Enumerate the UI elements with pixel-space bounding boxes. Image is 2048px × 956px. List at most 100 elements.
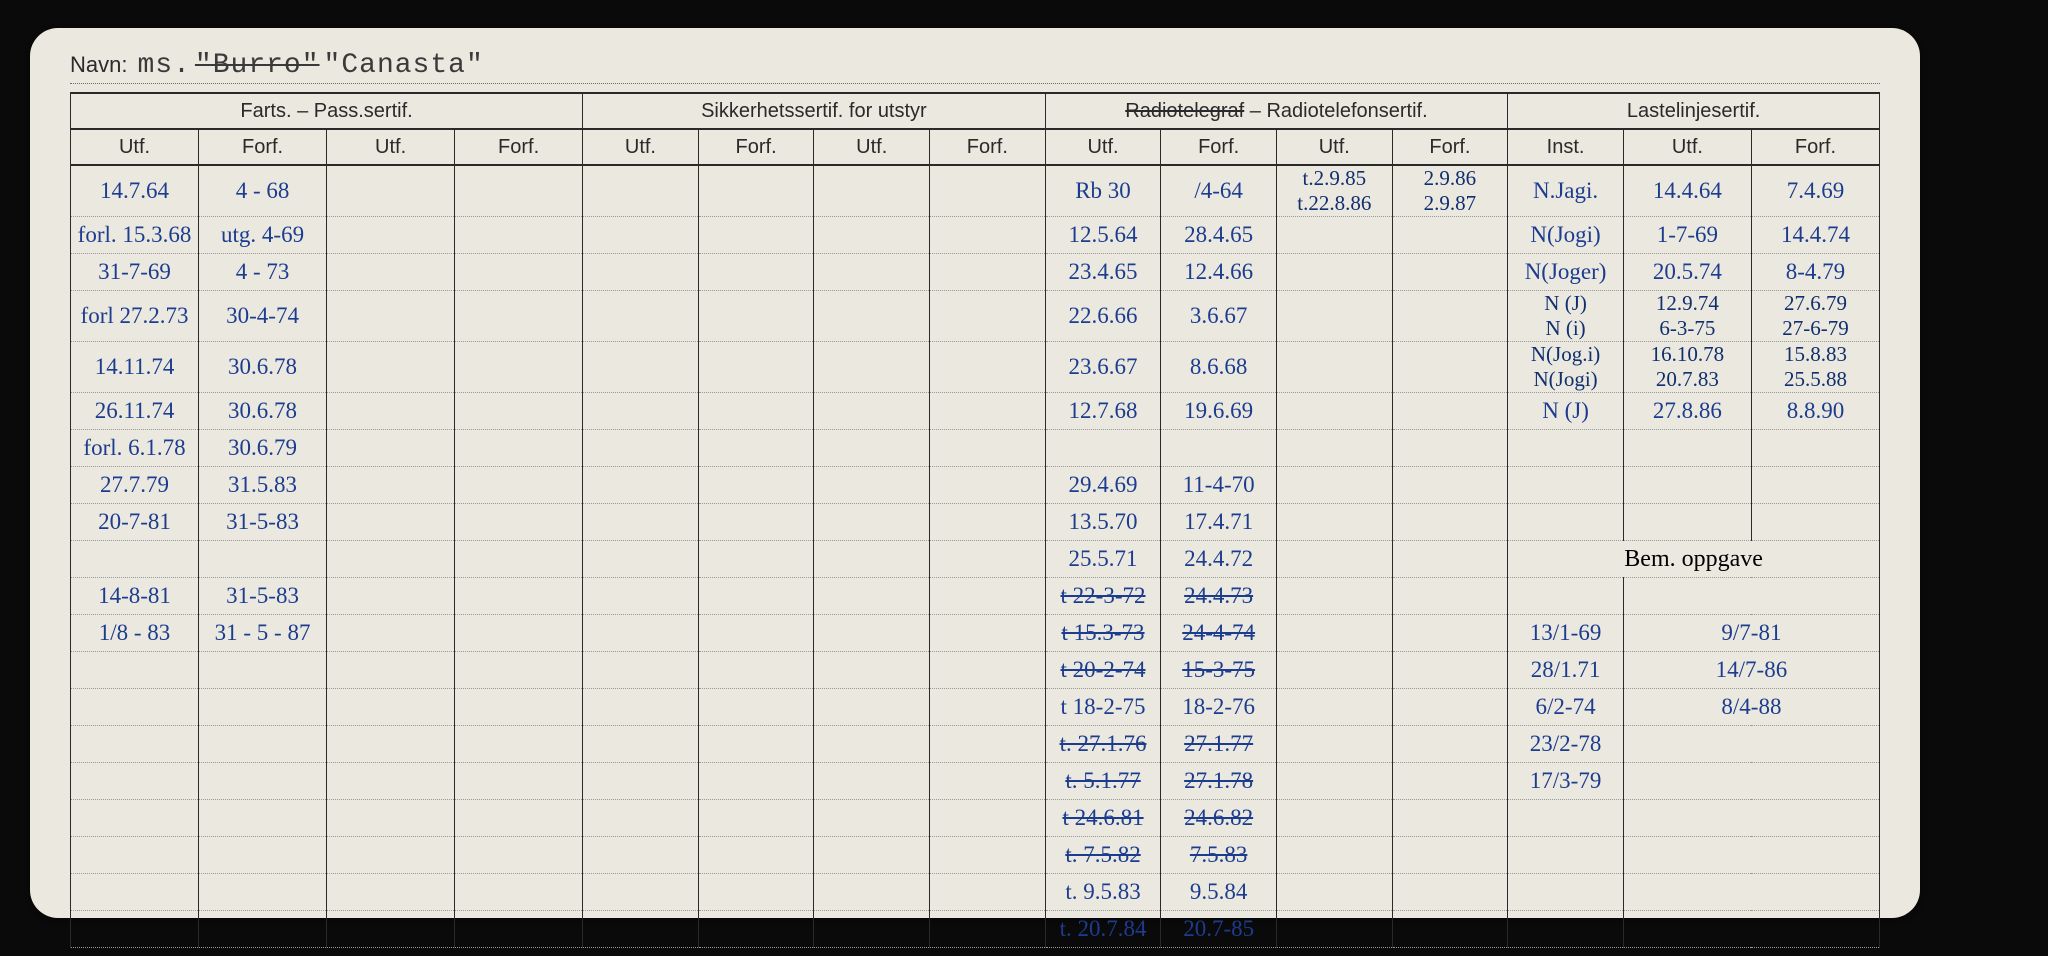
cell xyxy=(1392,430,1508,467)
cell xyxy=(1276,874,1392,911)
cell xyxy=(814,342,930,393)
cell: 31-5-83 xyxy=(199,504,327,541)
cell xyxy=(583,504,699,541)
cell: 17.4.71 xyxy=(1161,504,1277,541)
cell xyxy=(199,726,327,763)
cell xyxy=(1276,217,1392,254)
cell xyxy=(1623,504,1751,541)
cell xyxy=(930,578,1046,615)
cell xyxy=(698,467,814,504)
cell xyxy=(199,763,327,800)
cell: 20-7-81 xyxy=(71,504,199,541)
cell: t 24.6.81 xyxy=(1045,800,1161,837)
cell xyxy=(698,800,814,837)
cell: t. 20.7.84 xyxy=(1045,911,1161,948)
cell xyxy=(930,874,1046,911)
cell: t. 7.5.82 xyxy=(1045,837,1161,874)
hdr-farts: Farts. – Pass.sertif. xyxy=(71,93,583,129)
cell xyxy=(814,911,930,948)
cell: 23.6.67 xyxy=(1045,342,1161,393)
table-row: t 20-2-7415-3-7528/1.7114/7-86 xyxy=(71,652,1880,689)
cell: 27.1.78 xyxy=(1161,763,1277,800)
table-row: t. 5.1.7727.1.7817/3-79 xyxy=(71,763,1880,800)
cell xyxy=(698,763,814,800)
cell: forl. 15.3.68 xyxy=(71,217,199,254)
cell xyxy=(583,652,699,689)
cell: 16.10.7820.7.83 xyxy=(1623,342,1751,393)
cell xyxy=(583,726,699,763)
name-prefix: ms. xyxy=(137,50,190,81)
table-row: 14-8-8131-5-83t 22-3-7224.4.73 xyxy=(71,578,1880,615)
cell: 6/2-74 xyxy=(1508,689,1624,726)
certificate-table: Farts. – Pass.sertif. Sikkerhetssertif. … xyxy=(70,92,1880,948)
cell xyxy=(583,689,699,726)
cell xyxy=(327,165,455,217)
cell xyxy=(455,541,583,578)
cell xyxy=(698,837,814,874)
cell xyxy=(455,504,583,541)
cell xyxy=(1392,393,1508,430)
cell xyxy=(1392,652,1508,689)
cell: 3.6.67 xyxy=(1161,291,1277,342)
cell: 1-7-69 xyxy=(1623,217,1751,254)
hole-icon xyxy=(1966,420,2022,476)
cell xyxy=(199,652,327,689)
cell xyxy=(814,467,930,504)
cell xyxy=(327,291,455,342)
cell xyxy=(583,165,699,217)
cell xyxy=(455,393,583,430)
cell xyxy=(698,393,814,430)
cell: N(Jog.i)N(Jogi) xyxy=(1508,342,1624,393)
cell xyxy=(327,800,455,837)
cell xyxy=(327,504,455,541)
table-row: 25.5.7124.4.72Bem. oppgave xyxy=(71,541,1880,578)
cell: 14.4.64 xyxy=(1623,165,1751,217)
cell xyxy=(930,800,1046,837)
cell xyxy=(814,800,930,837)
cell: 14.4.74 xyxy=(1751,217,1879,254)
cell xyxy=(1392,911,1508,948)
cell xyxy=(583,911,699,948)
cell xyxy=(1623,800,1879,837)
cell xyxy=(583,217,699,254)
cell xyxy=(583,291,699,342)
cell xyxy=(455,217,583,254)
cell xyxy=(1623,726,1879,763)
cell: 28.4.65 xyxy=(1161,217,1277,254)
cell xyxy=(1623,430,1751,467)
cell: utg. 4-69 xyxy=(199,217,327,254)
cell xyxy=(583,342,699,393)
cell: t 15.3-73 xyxy=(1045,615,1161,652)
cell xyxy=(583,430,699,467)
cell: 2.9.862.9.87 xyxy=(1392,165,1508,217)
cell: 27.6.7927-6-79 xyxy=(1751,291,1879,342)
cell: 30.6.79 xyxy=(199,430,327,467)
cell xyxy=(71,874,199,911)
cell xyxy=(327,254,455,291)
table-row: 14.7.644 - 68Rb 30/4-64t.2.9.85t.22.8.86… xyxy=(71,165,1880,217)
cell xyxy=(1751,430,1879,467)
cell xyxy=(455,689,583,726)
cell xyxy=(1276,291,1392,342)
hole-icon xyxy=(1966,540,2022,596)
cell xyxy=(930,467,1046,504)
cell xyxy=(71,652,199,689)
table-row: 31-7-694 - 7323.4.6512.4.66N(Joger)20.5.… xyxy=(71,254,1880,291)
cell xyxy=(1392,615,1508,652)
cell xyxy=(583,541,699,578)
cell xyxy=(327,652,455,689)
cell xyxy=(930,504,1046,541)
cell: 27.8.86 xyxy=(1623,393,1751,430)
cell: 12.9.746-3-75 xyxy=(1623,291,1751,342)
cell: 27.7.79 xyxy=(71,467,199,504)
cell: 31.5.83 xyxy=(199,467,327,504)
cell xyxy=(698,689,814,726)
cell: 7.5.83 xyxy=(1161,837,1277,874)
cell xyxy=(1276,763,1392,800)
cell xyxy=(583,763,699,800)
cell: 24-4-74 xyxy=(1161,615,1277,652)
binder-holes xyxy=(1966,60,2022,956)
cell xyxy=(1392,578,1508,615)
cell xyxy=(71,800,199,837)
cell xyxy=(1392,504,1508,541)
